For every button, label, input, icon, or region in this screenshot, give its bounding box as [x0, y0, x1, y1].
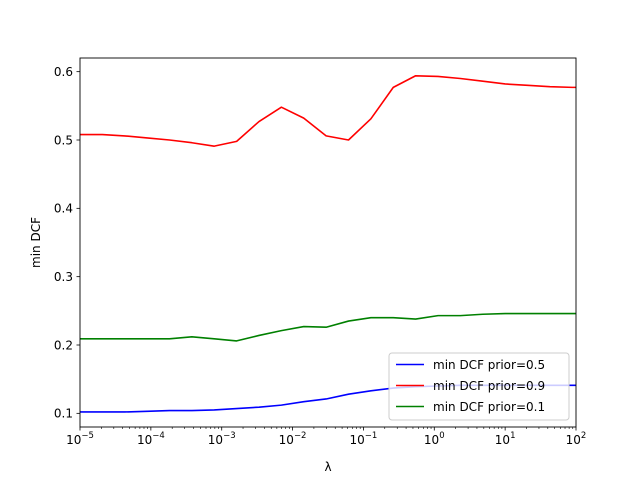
legend-label-2: min DCF prior=0.9 [433, 379, 545, 393]
y-axis-label: min DCF [29, 217, 43, 268]
y-tick-label: 0.1 [54, 407, 73, 421]
axes-frame [79, 57, 577, 428]
x-axis: 10−5 10−4 10−3 10−2 10−1 100 101 102 [66, 427, 586, 447]
x-tick-label: 10−2 [279, 431, 307, 447]
x-tick-label: 10−1 [350, 431, 378, 447]
y-tick-label: 0.5 [54, 133, 73, 147]
legend: min DCF prior=0.5 min DCF prior=0.9 min DC… [388, 352, 570, 421]
y-tick-label: 0.3 [54, 270, 73, 284]
y-axis: 0.1 0.2 0.3 0.4 0.5 0.6 [54, 65, 80, 421]
x-tick-label: 102 [566, 431, 587, 447]
legend-label-1: min DCF prior=0.5 [433, 358, 545, 372]
x-tick-label: 101 [495, 431, 516, 447]
series-line-2 [80, 74, 576, 147]
legend-box [388, 352, 570, 421]
x-tick-label: 10−4 [137, 431, 165, 447]
x-axis-label: λ [324, 460, 331, 474]
series-line-3 [80, 312, 576, 342]
x-tick-label: 10−3 [208, 431, 236, 447]
legend-label-3: min DCF prior=0.1 [433, 400, 545, 414]
y-tick-label: 0.2 [54, 338, 73, 352]
x-tick-label: 10−5 [66, 431, 94, 447]
y-tick-label: 0.6 [54, 65, 73, 79]
x-tick-label: 100 [424, 431, 445, 447]
y-tick-label: 0.4 [54, 202, 73, 216]
